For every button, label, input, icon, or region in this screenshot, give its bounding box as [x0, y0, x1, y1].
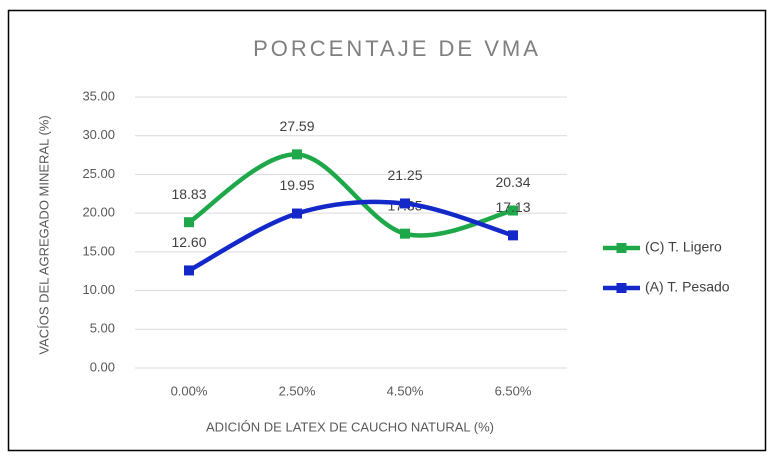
x-tick-label: 2.50%: [279, 383, 316, 398]
data-label: 27.59: [279, 118, 314, 134]
y-tick-label: 20.00: [82, 205, 115, 220]
data-label: 21.25: [387, 167, 422, 183]
marker: [292, 149, 302, 160]
y-tick-label: 15.00: [82, 243, 115, 258]
legend-label: (C) T. Ligero: [645, 239, 722, 255]
marker: [508, 205, 518, 216]
y-tick-label: 35.00: [82, 88, 115, 103]
legend-marker: [616, 283, 627, 293]
data-label: 12.60: [171, 234, 206, 250]
marker: [508, 230, 518, 241]
data-label: 18.83: [171, 186, 206, 202]
y-tick-label: 30.00: [82, 127, 115, 142]
line: [187, 152, 514, 238]
chart-frame: [7, 9, 767, 452]
y-tick-label: 0.00: [90, 359, 115, 374]
x-axis-label: ADICIÓN DE LATEX DE CAUCHO NATURAL (%): [206, 419, 494, 434]
x-tick-label: 6.50%: [495, 383, 532, 398]
chart-title: PORCENTAJE DE VMA: [253, 36, 541, 61]
marker: [184, 217, 194, 228]
line: [187, 199, 514, 273]
legend-label: (A) T. Pesado: [645, 279, 730, 295]
x-tick-label: 4.50%: [387, 383, 424, 398]
x-tick-label: 0.00%: [171, 383, 208, 398]
data-label: 17.13: [495, 199, 530, 215]
y-tick-label: 10.00: [82, 282, 115, 297]
data-label: 19.95: [279, 177, 314, 193]
y-tick-label: 25.00: [82, 166, 115, 181]
marker: [184, 265, 194, 276]
y-axis-label: VACÍOS DEL AGREGADO MINERAL (%): [36, 115, 51, 354]
data-label: 20.34: [495, 174, 530, 190]
y-tick-label: 5.00: [90, 321, 115, 336]
marker: [400, 228, 410, 239]
marker: [400, 198, 410, 209]
marker: [292, 208, 302, 219]
legend-marker: [616, 243, 627, 253]
